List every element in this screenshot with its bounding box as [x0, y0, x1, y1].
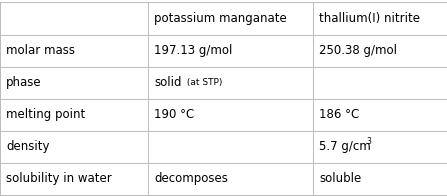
Text: 250.38 g/mol: 250.38 g/mol	[319, 44, 397, 57]
Text: (at STP): (at STP)	[184, 78, 222, 87]
Text: thallium(I) nitrite: thallium(I) nitrite	[319, 12, 420, 24]
Text: 5.7 g/cm: 5.7 g/cm	[319, 140, 371, 153]
Text: solubility in water: solubility in water	[6, 172, 112, 185]
Text: 186 °C: 186 °C	[319, 108, 359, 121]
Text: 197.13 g/mol: 197.13 g/mol	[154, 44, 232, 57]
Text: density: density	[6, 140, 50, 153]
Text: 3: 3	[366, 137, 371, 146]
Text: phase: phase	[6, 76, 42, 89]
Text: molar mass: molar mass	[6, 44, 75, 57]
Text: 190 °C: 190 °C	[154, 108, 194, 121]
Text: potassium manganate: potassium manganate	[154, 12, 287, 24]
Text: solid: solid	[154, 76, 181, 89]
Text: melting point: melting point	[6, 108, 85, 121]
Text: soluble: soluble	[319, 172, 361, 185]
Text: decomposes: decomposes	[154, 172, 228, 185]
